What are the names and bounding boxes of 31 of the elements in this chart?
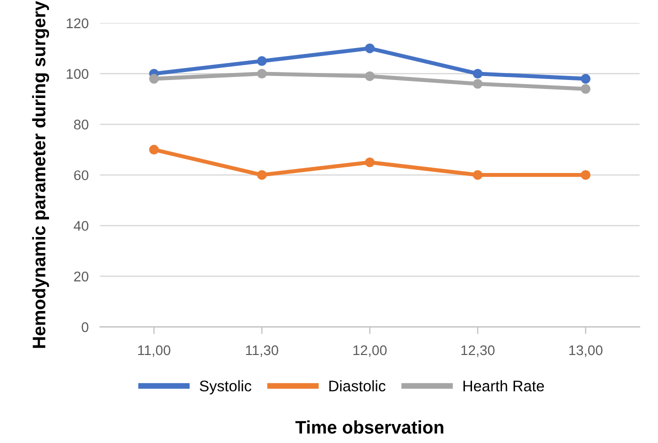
point	[364, 157, 375, 168]
point	[580, 84, 590, 94]
y-tick-label: 80	[74, 120, 88, 130]
point	[364, 71, 375, 82]
legend-label: Systolic	[200, 380, 252, 394]
x-tick-label: 12,00	[353, 345, 387, 357]
legend-label: Hearth Rate	[463, 380, 544, 392]
x-axis-title: Time observation	[295, 420, 444, 434]
point	[149, 144, 159, 155]
point	[580, 170, 590, 180]
x-tick-label: 13,00	[569, 345, 602, 357]
point	[149, 74, 159, 84]
point	[257, 170, 267, 180]
y-tick-label: 40	[74, 220, 88, 231]
x-tick-label: 11,00	[138, 345, 170, 357]
point	[257, 68, 267, 79]
y-tick-label: 120	[66, 18, 88, 28]
x-tick-label: 12,30	[461, 345, 495, 357]
point	[472, 68, 483, 79]
legend-label: Diastolic	[329, 380, 386, 392]
y-tick-label: 60	[74, 170, 88, 180]
point	[472, 170, 483, 180]
y-axis-title: Hemodynamic parameter during surgery	[32, 0, 50, 348]
x-tick-label: 11,30	[246, 345, 278, 357]
point	[257, 56, 267, 66]
y-tick-label: 100	[66, 69, 88, 79]
y-tick-label: 20	[74, 272, 88, 282]
point	[472, 78, 483, 89]
point	[580, 74, 590, 84]
point	[364, 44, 375, 54]
y-tick-label: 0	[82, 322, 88, 332]
